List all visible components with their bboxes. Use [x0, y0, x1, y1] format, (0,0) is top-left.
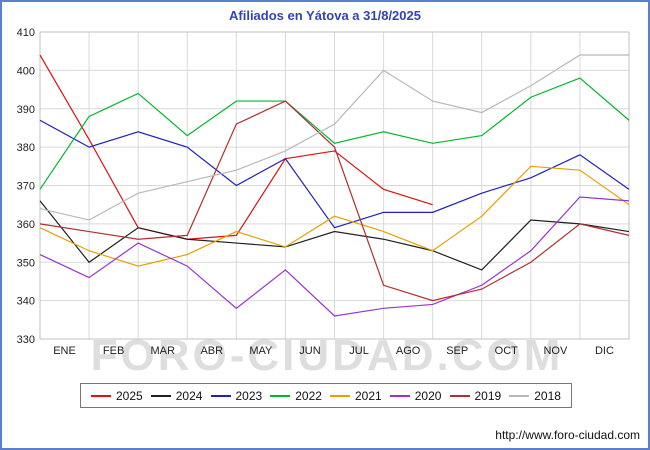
legend-item-2023: 2023: [210, 388, 263, 403]
series-line-2021: [39, 165, 630, 267]
legend-item-2024: 2024: [150, 388, 203, 403]
legend-label: 2024: [175, 388, 203, 403]
legend-item-2022: 2022: [270, 389, 322, 403]
legend-label: 2019: [474, 388, 502, 403]
y-tick-label: 380: [17, 142, 35, 154]
legend-label: 2021: [355, 388, 382, 403]
x-tick-label: MAY: [249, 345, 273, 357]
x-tick-label: JUL: [349, 345, 369, 357]
y-tick-label: 390: [17, 104, 35, 116]
legend-label: 2018: [534, 388, 561, 403]
legend-swatch-2023: [210, 394, 231, 397]
x-tick-label: AGO: [396, 345, 421, 357]
chart-legend: 2025 2024 2023 2022 2021 2020 2019 2018: [80, 383, 572, 408]
series-line-2018: [39, 54, 629, 221]
x-tick-label: MAR: [150, 345, 175, 357]
legend-label: 2025: [116, 388, 143, 403]
x-tick-label: NOV: [543, 345, 568, 357]
series-line-2023: [39, 119, 630, 229]
series-line-2024: [39, 200, 630, 271]
legend-swatch-2025: [91, 394, 111, 397]
series-line-2025: [39, 54, 433, 240]
y-tick-label: 350: [17, 257, 35, 269]
y-tick-label: 400: [17, 65, 35, 77]
legend-swatch-2024: [150, 394, 171, 397]
x-tick-label: SEP: [446, 345, 468, 357]
plot-border: [39, 31, 630, 340]
legend-item-2021: 2021: [330, 389, 382, 403]
series-line-2020: [39, 196, 630, 317]
site-url-link[interactable]: http://www.foro-ciudad.com: [495, 428, 640, 442]
legend-label: 2020: [414, 388, 442, 403]
legend-label: 2022: [295, 388, 322, 403]
legend-label: 2023: [235, 388, 263, 403]
legend-item-2020: 2020: [389, 388, 442, 403]
legend-item-2018: 2018: [509, 389, 561, 403]
x-tick-label: DIC: [595, 345, 614, 357]
y-tick-label: 370: [17, 181, 35, 193]
legend-item-2025: 2025: [91, 389, 143, 403]
legend-swatch-2019: [449, 394, 470, 397]
x-tick-label: FEB: [103, 345, 124, 357]
y-tick-label: 340: [17, 296, 35, 308]
series-line-2019: [39, 100, 630, 302]
x-tick-label: ENE: [53, 345, 76, 357]
legend-swatch-2021: [330, 394, 350, 397]
legend-item-2019: 2019: [449, 388, 502, 403]
x-tick-label: OCT: [495, 345, 519, 357]
series-line-2022: [39, 77, 630, 190]
chart-title: Afiliados en Yátova a 31/8/2025: [229, 8, 421, 23]
x-tick-label: ABR: [200, 345, 223, 357]
y-tick-label: 360: [17, 219, 35, 231]
watermark-text: FORO-CIUDAD.COM: [91, 331, 564, 380]
y-tick-label: 410: [17, 27, 35, 39]
legend-swatch-2020: [389, 394, 410, 397]
legend-swatch-2022: [270, 394, 291, 397]
y-tick-label: 330: [17, 334, 35, 346]
legend-swatch-2018: [509, 394, 530, 397]
x-tick-label: JUN: [299, 345, 320, 357]
